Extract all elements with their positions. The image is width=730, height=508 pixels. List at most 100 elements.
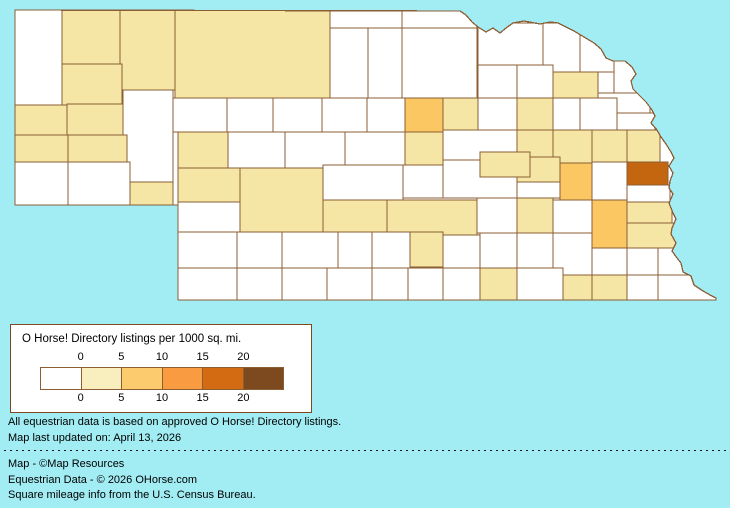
county-cell (281, 267, 328, 300)
county-cell (591, 161, 628, 201)
county-cell (626, 247, 659, 276)
county-cell (281, 231, 339, 269)
legend-swatch (41, 368, 82, 389)
county-cell (591, 199, 628, 249)
county-cell (226, 97, 274, 133)
state-outline (14, 9, 717, 301)
county-cell (657, 274, 716, 300)
credit-census-bureau: Square mileage info from the U.S. Census… (8, 489, 256, 501)
county-cell (476, 197, 518, 234)
county-cell (442, 97, 479, 131)
county-cell (239, 167, 324, 233)
county-cell (477, 64, 518, 99)
legend-colorbar (40, 367, 284, 390)
county-cell (516, 64, 554, 99)
county-cell (122, 89, 174, 183)
legend-tick-label: 20 (237, 351, 250, 363)
county-cell (177, 267, 238, 300)
county-cell (626, 129, 661, 163)
county-cell (272, 97, 323, 133)
legend-tick-label: 0 (77, 351, 84, 363)
county-cell (579, 97, 618, 131)
county-cell (322, 164, 404, 201)
county-cell (479, 232, 518, 269)
county-cell (591, 129, 628, 163)
legend-swatch (122, 368, 163, 389)
county-cell (367, 27, 403, 99)
legend-swatch (81, 368, 122, 389)
county-cell (559, 162, 593, 201)
county-cell (626, 222, 677, 249)
county-cell (591, 247, 628, 276)
legend-swatch (203, 368, 244, 389)
legend-tick-label: 5 (118, 351, 125, 363)
county-cell (442, 234, 481, 269)
county-cell (177, 167, 241, 203)
legend-tick-label: 15 (196, 351, 209, 363)
credit-equestrian-data: Equestrian Data - © 2026 OHorse.com (8, 474, 198, 486)
county-cell (371, 231, 411, 269)
county-cell (236, 231, 283, 269)
legend-tick-label: 15 (196, 392, 209, 404)
county-cell (67, 134, 128, 163)
county-cell (516, 267, 564, 300)
county-cell (477, 22, 544, 66)
credit-map-resources: Map - ©Map Resources (8, 458, 125, 470)
county-cell (61, 10, 121, 65)
county-cell (579, 34, 615, 73)
county-cell (177, 131, 229, 169)
county-cell (177, 231, 238, 269)
legend-swatch (243, 368, 283, 389)
county-cell (516, 97, 554, 131)
county-cell (329, 10, 403, 29)
nebraska-county-choropleth-map (14, 9, 717, 301)
county-cell (344, 131, 406, 166)
county-cell (401, 10, 478, 29)
county-cell (15, 104, 68, 136)
county-cell (329, 27, 369, 99)
county-cell (562, 274, 593, 300)
county-cell (326, 267, 373, 300)
legend-ticks-bottom: 0 5 10 15 20 (11, 392, 311, 405)
county-cell (119, 10, 176, 91)
county-cell (404, 97, 444, 133)
county-cell (516, 181, 561, 199)
county-cell (386, 199, 478, 236)
county-cell (67, 161, 131, 206)
legend-tick-label: 10 (155, 392, 169, 404)
county-cell (516, 232, 554, 269)
county-cell (236, 267, 283, 300)
county-cell (516, 197, 554, 234)
note-data-source: All equestrian data is based on approved… (8, 416, 342, 428)
county-cell (407, 267, 444, 300)
county-cell (66, 103, 124, 136)
county-cell (591, 274, 628, 300)
county-cell (174, 10, 331, 99)
legend-tick-label: 20 (237, 392, 250, 404)
legend-ticks-top: 0 5 10 15 20 (11, 351, 311, 364)
county-cell (61, 63, 123, 106)
legend-tick-label: 0 (77, 392, 84, 404)
county-cell (15, 10, 63, 108)
county-cell (337, 231, 373, 269)
legend-tick-label: 10 (155, 351, 169, 363)
county-cell (479, 151, 531, 178)
county-cell (366, 97, 406, 133)
county-cell (321, 97, 368, 133)
county-cell (552, 199, 593, 234)
county-cell (409, 231, 444, 268)
legend-box: O Horse! Directory listings per 1000 sq.… (10, 324, 312, 413)
county-cell (227, 131, 286, 169)
legend-title: O Horse! Directory listings per 1000 sq.… (22, 333, 242, 345)
county-cell (626, 161, 669, 186)
note-last-updated: Map last updated on: April 13, 2026 (8, 432, 182, 444)
county-cell (284, 131, 346, 169)
county-cell (657, 247, 698, 276)
county-cell (479, 267, 518, 300)
county-cell (402, 164, 444, 199)
county-cell (442, 267, 481, 300)
legend-swatch (162, 368, 203, 389)
county-cell (626, 184, 671, 203)
county-cell (322, 199, 388, 233)
